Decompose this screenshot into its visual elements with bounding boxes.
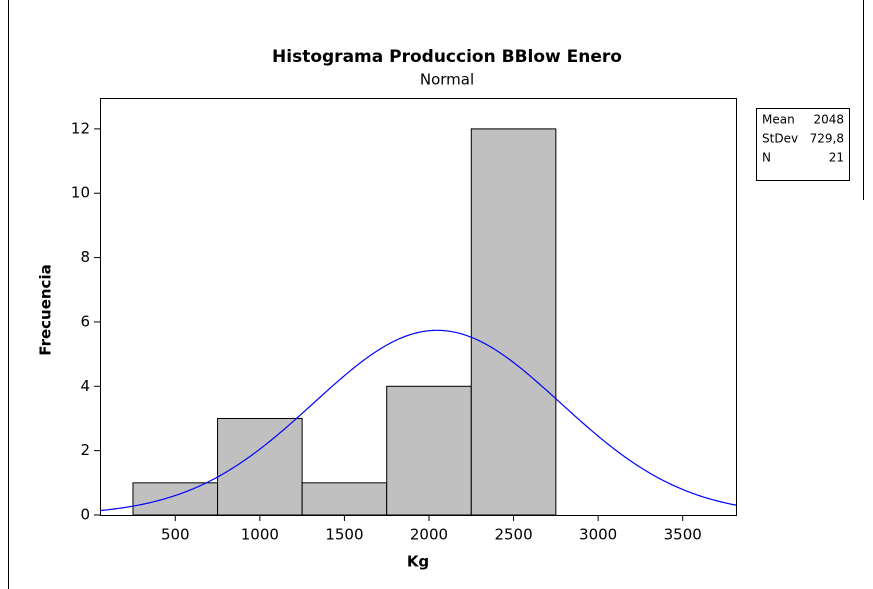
stat-name: Mean [762,113,795,127]
y-tick-label: 2 [80,441,90,459]
x-tick-label: 1000 [241,526,279,544]
y-tick-label: 8 [80,248,90,266]
bar [470,128,557,516]
x-tick-label: 2000 [410,526,448,544]
x-tick-label: 2500 [494,526,532,544]
chart-subtitle: Normal [420,71,474,89]
stat-name: StDev [762,132,798,146]
y-tick-label: 6 [80,312,90,330]
stat-value: 21 [829,151,844,165]
bar [301,482,388,516]
y-tick-label: 12 [71,119,90,137]
stat-value: 2048 [813,113,844,127]
x-tick-label: 1500 [325,526,363,544]
y-tick-label: 0 [80,506,90,524]
normal-curve [99,329,737,512]
y-tick-label: 10 [71,184,90,202]
bar [132,482,219,516]
x-tick-label: 3000 [579,526,617,544]
stats-box [756,108,850,181]
stat-name: N [762,151,771,165]
chart-title: Histograma Produccion BBlow Enero [272,47,622,67]
bar [217,417,303,516]
x-tick-label: 500 [161,526,190,544]
y-axis-label: Frecuencia [37,264,55,355]
stat-value: 729,8 [810,132,844,146]
x-tick-label: 3500 [664,526,702,544]
bar [386,385,472,516]
x-axis-label: Kg [407,553,429,571]
y-tick-label: 4 [80,377,90,395]
